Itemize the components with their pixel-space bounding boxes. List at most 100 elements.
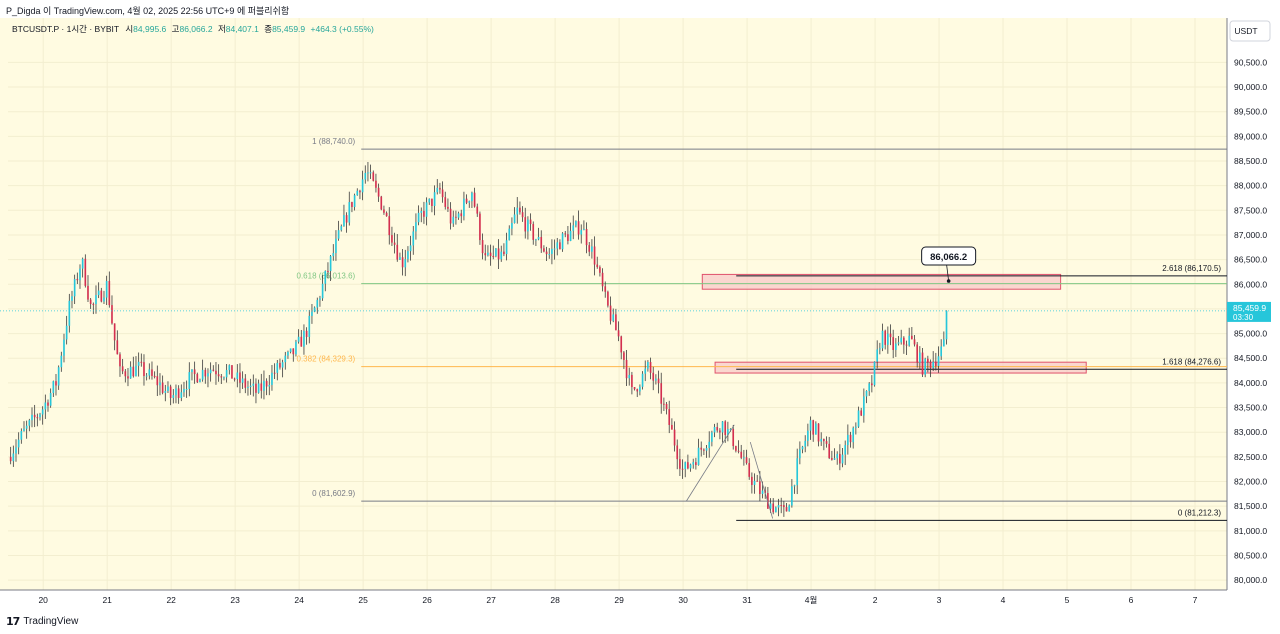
candle-body xyxy=(353,195,356,207)
plot-background xyxy=(0,18,1227,590)
candle-body xyxy=(708,441,711,449)
candle-body xyxy=(671,424,673,430)
time-tick-label: 3 xyxy=(937,595,942,605)
candle-body xyxy=(28,420,31,426)
candle-body xyxy=(615,314,617,331)
fib-level-label: 1.618 (84,276.6) xyxy=(1162,357,1221,366)
candle-body xyxy=(791,486,793,506)
overlay: 85,459.903:30 86,066.2 xyxy=(0,246,1271,322)
currency-label: USDT xyxy=(1234,26,1257,36)
time-tick-label: 20 xyxy=(38,595,48,605)
candle-body xyxy=(60,355,63,368)
candle-body xyxy=(551,248,553,255)
tradingview-logo[interactable]: 17 TradingView xyxy=(6,615,78,628)
candle-body xyxy=(679,459,681,469)
candle-body xyxy=(172,395,175,398)
candle-body xyxy=(65,325,68,340)
candle-body xyxy=(580,230,583,235)
candle-body xyxy=(607,291,609,306)
candle-body xyxy=(927,358,929,363)
candle-body xyxy=(673,429,676,446)
candle-body xyxy=(537,236,540,240)
candle-body xyxy=(281,362,284,368)
candle-body xyxy=(460,213,463,217)
time-tick-label: 4월 xyxy=(805,595,818,605)
candle-body xyxy=(665,403,668,410)
time-tick-label: 28 xyxy=(550,595,560,605)
price-tick-label: 87,500.0 xyxy=(1234,205,1267,215)
candle-body xyxy=(436,187,439,193)
candle-body xyxy=(796,458,799,486)
candle-body xyxy=(255,383,257,393)
candle-body xyxy=(516,207,519,215)
candle-body xyxy=(447,206,449,209)
candle-body xyxy=(233,378,236,380)
candle-body xyxy=(839,453,841,464)
candle-body xyxy=(609,305,612,321)
candle-body xyxy=(689,464,692,469)
price-callout-box xyxy=(921,246,977,266)
candle-body xyxy=(801,446,804,450)
legend-change: +464.3 (+0.55%) xyxy=(311,24,374,34)
candle-body xyxy=(761,490,764,495)
candle-body xyxy=(223,377,225,379)
candle-body xyxy=(215,370,217,375)
candle-body xyxy=(289,348,292,352)
candlestick-chart[interactable]: 80,000.0 80,500.0 81,000.0 81,500.0 82,000.0… xyxy=(0,0,1280,612)
candle-body xyxy=(348,202,351,223)
candle-body xyxy=(87,285,89,300)
candle-body xyxy=(921,352,924,375)
candle-body xyxy=(905,344,908,346)
price-axis[interactable]: 80,000.0 80,500.0 81,000.0 81,500.0 82,000.0… xyxy=(1226,18,1267,590)
candle-body xyxy=(655,378,657,381)
candle-body xyxy=(55,381,57,386)
candle-body xyxy=(519,207,521,213)
candle-body xyxy=(681,468,684,470)
highlight-zones xyxy=(701,273,1087,374)
currency-button[interactable]: USDT xyxy=(1229,20,1271,42)
legend-open-value: 84,995.6 xyxy=(133,24,166,34)
time-tick-label: 31 xyxy=(742,595,752,605)
candle-body xyxy=(527,219,529,232)
candle-body xyxy=(284,355,287,363)
legend-low-value: 84,407.1 xyxy=(226,24,259,34)
candle-body xyxy=(561,233,564,250)
candle-body xyxy=(895,343,897,350)
candle-body xyxy=(940,346,943,357)
symbol-legend: BTCUSDT.P · 1시간 · BYBIT 시84,995.6 고86,06… xyxy=(12,24,374,34)
candle-body xyxy=(863,396,865,416)
candle-body xyxy=(239,372,241,383)
candle-body xyxy=(119,354,121,367)
candle-body xyxy=(33,414,36,418)
candle-body xyxy=(572,225,575,231)
time-tick-label: 29 xyxy=(614,595,624,605)
time-axis[interactable]: 20 21 22 23 24 25 26 27 28 29 30 31 4월 2 3 4 5 6 7 xyxy=(0,589,1227,605)
candle-body xyxy=(313,307,316,312)
candle-body xyxy=(121,366,124,372)
candle-body xyxy=(521,212,524,218)
candle-body xyxy=(756,480,759,482)
price-tick-label: 90,000.0 xyxy=(1234,82,1267,92)
candle-body xyxy=(132,366,135,377)
candle-body xyxy=(511,223,513,229)
candle-body xyxy=(12,453,15,462)
candle-body xyxy=(199,379,201,383)
candle-body xyxy=(271,372,273,385)
candle-body xyxy=(23,428,25,432)
candle-body xyxy=(335,238,337,254)
candle-body xyxy=(79,268,81,281)
candle-body xyxy=(735,446,737,451)
candle-body xyxy=(220,376,223,378)
candle-body xyxy=(775,507,777,513)
candle-body xyxy=(188,372,191,389)
price-tick-label: 88,500.0 xyxy=(1234,156,1267,166)
candle-body xyxy=(540,236,543,249)
candle-body xyxy=(657,378,660,384)
candle-body xyxy=(303,330,305,347)
candle-body xyxy=(263,380,265,391)
candle-body xyxy=(495,248,497,257)
candle-body xyxy=(100,290,103,302)
candle-body xyxy=(20,431,23,440)
candle-body xyxy=(476,206,479,214)
candle-body xyxy=(159,382,161,386)
